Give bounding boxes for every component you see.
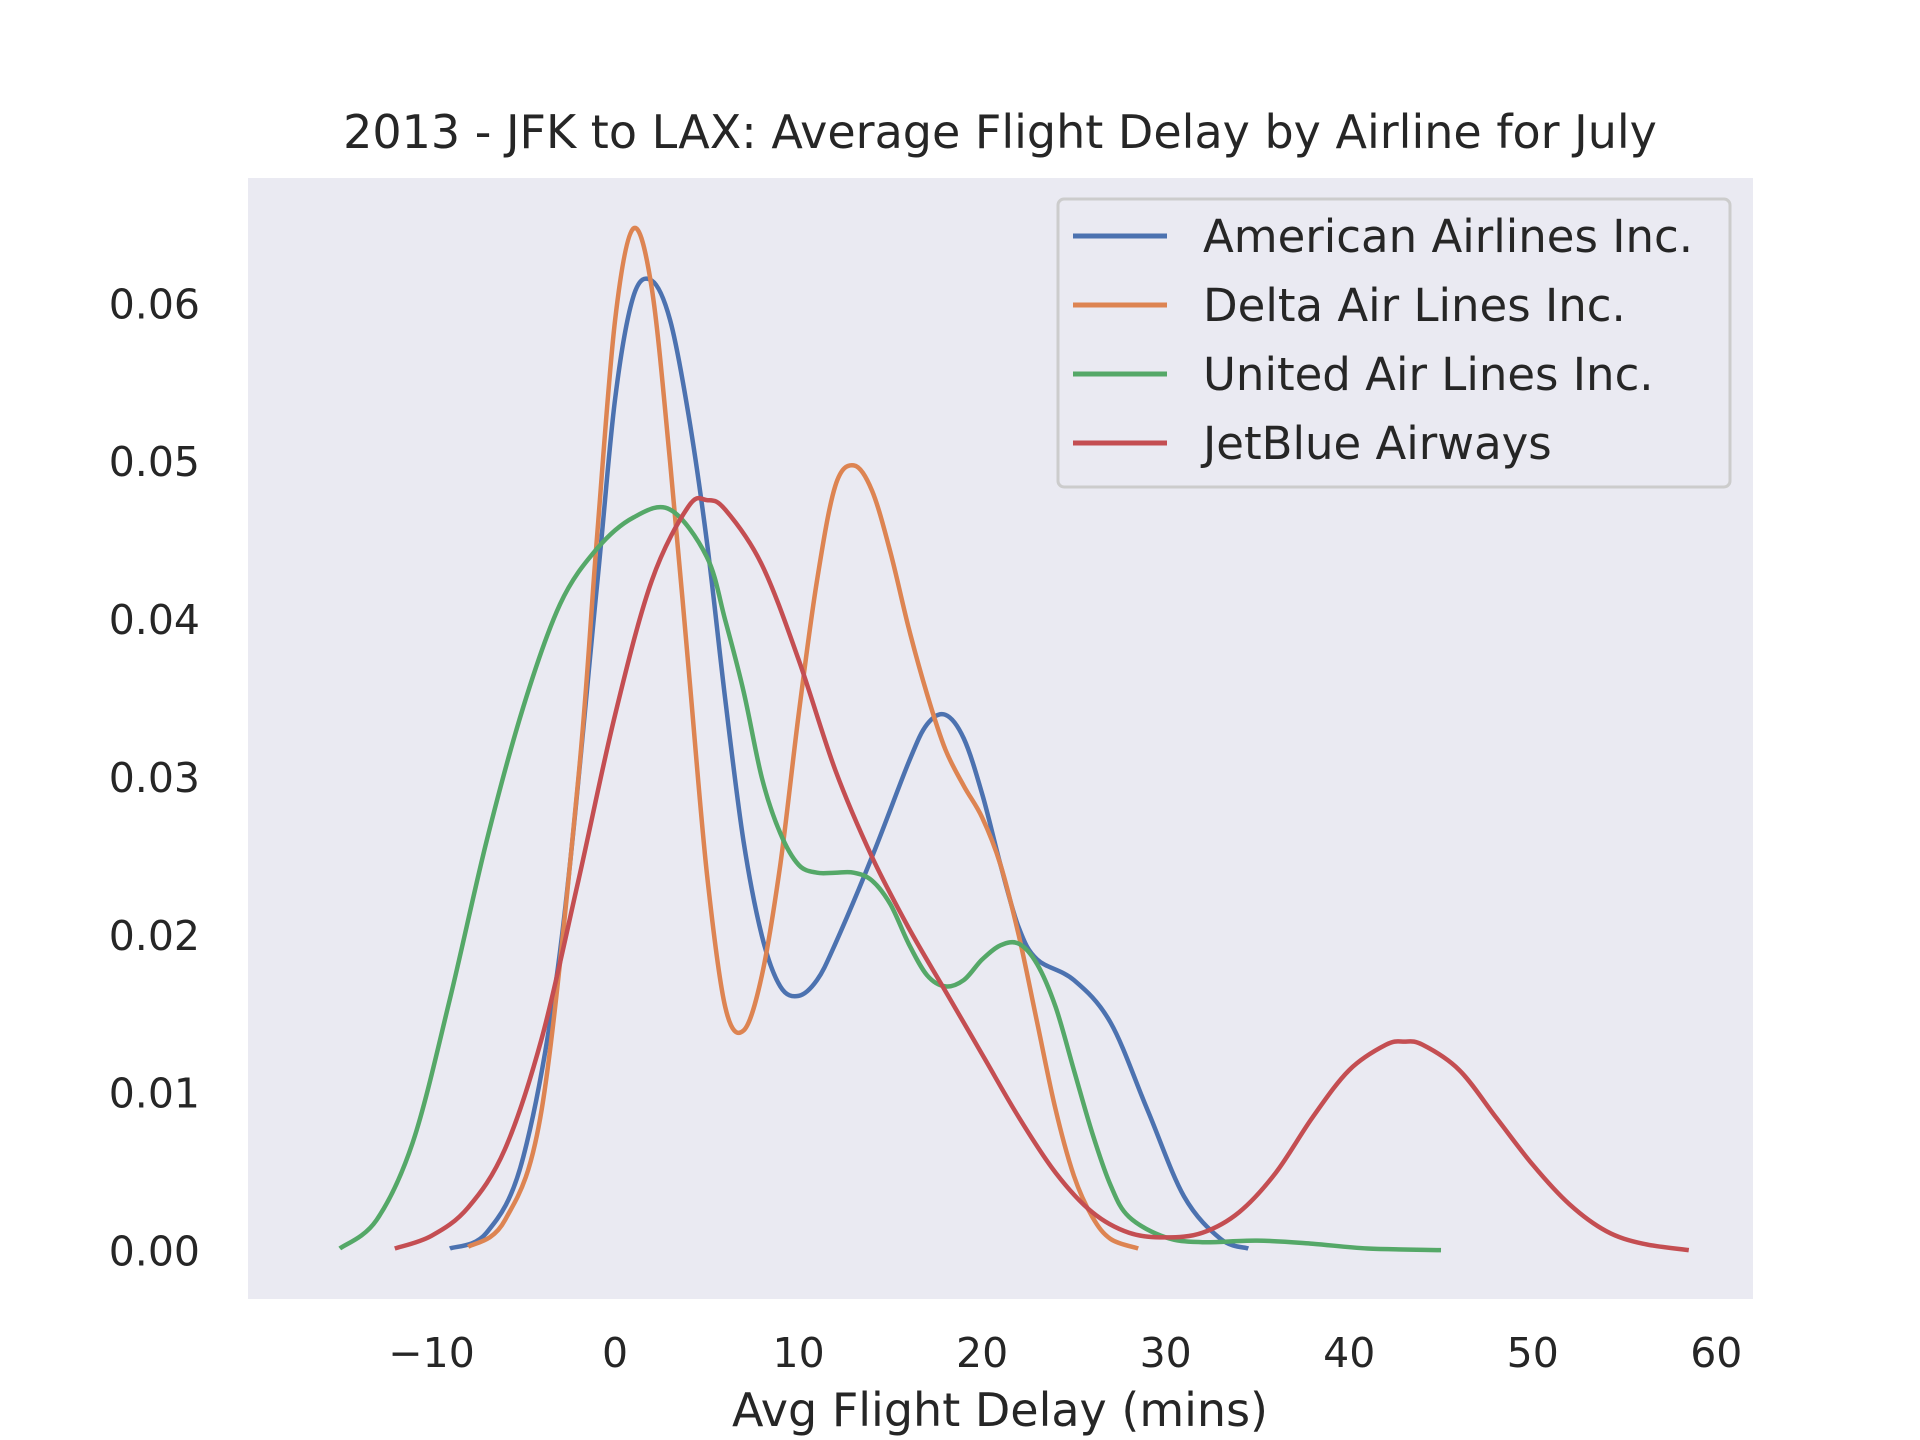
legend-box <box>1056 197 1732 489</box>
series-line-3 <box>394 495 1690 1253</box>
legend-label: United Air Lines Inc. <box>1203 348 1654 401</box>
legend-label: American Airlines Inc. <box>1203 210 1693 263</box>
chart-title: 2013 - JFK to LAX: Average Flight Delay … <box>343 105 1657 159</box>
series-line-2 <box>338 504 1442 1253</box>
legend-label: Delta Air Lines Inc. <box>1203 279 1626 332</box>
y-tick-label: 0.05 <box>109 438 200 486</box>
y-tick-label: 0.03 <box>109 754 200 802</box>
x-tick-label: −10 <box>388 1329 475 1377</box>
x-tick-label: 20 <box>956 1329 1008 1377</box>
x-tick-label: 0 <box>602 1329 628 1377</box>
x-tick-label: 50 <box>1507 1329 1559 1377</box>
x-tick-labels: −10 0 10 20 30 40 50 60 <box>388 1329 1742 1377</box>
legend-items: American Airlines Inc. Delta Air Lines In… <box>1073 210 1693 470</box>
y-tick-label: 0.02 <box>109 912 200 960</box>
y-tick-label: 0.00 <box>109 1228 200 1276</box>
x-tick-label: 60 <box>1690 1329 1742 1377</box>
x-tick-label: 40 <box>1323 1329 1375 1377</box>
legend-label: JetBlue Airways <box>1200 417 1552 470</box>
series-line-1 <box>466 225 1139 1251</box>
legend: American Airlines Inc. Delta Air Lines In… <box>1056 197 1732 489</box>
y-tick-labels: 0.00 0.01 0.02 0.03 0.04 0.05 0.06 <box>109 280 200 1275</box>
series-lines <box>338 225 1690 1253</box>
x-tick-label: 30 <box>1140 1329 1192 1377</box>
series-line-0 <box>448 276 1250 1251</box>
y-tick-label: 0.06 <box>109 280 200 328</box>
y-tick-label: 0.04 <box>109 596 200 644</box>
x-axis-label: Avg Flight Delay (mins) <box>732 1383 1268 1437</box>
x-tick-label: 10 <box>773 1329 825 1377</box>
y-tick-label: 0.01 <box>109 1070 200 1118</box>
